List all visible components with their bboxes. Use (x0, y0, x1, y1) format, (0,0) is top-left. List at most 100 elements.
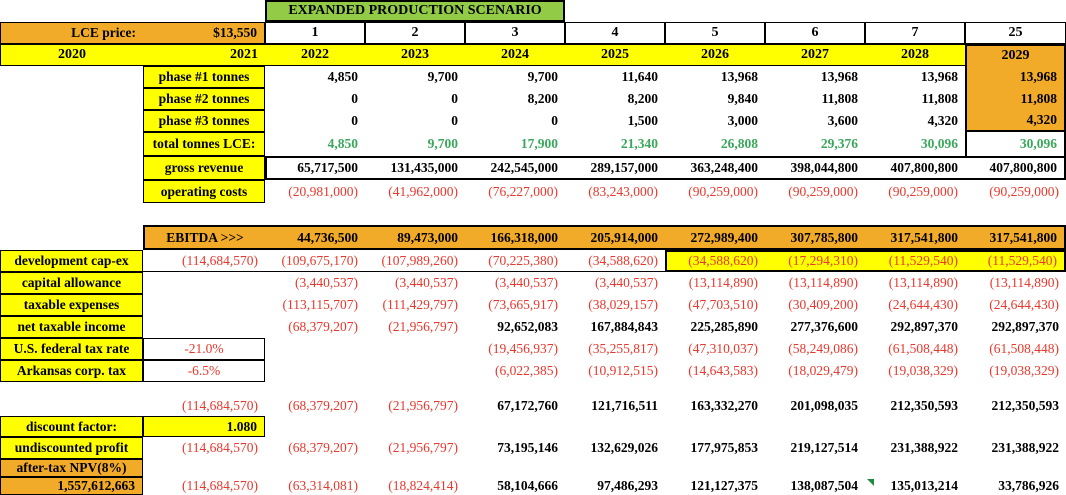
cell[interactable]: (90,259,000) (788, 183, 858, 199)
cell[interactable]: 219,127,514 (790, 440, 859, 455)
cell[interactable]: 92,652,083 (497, 319, 558, 334)
cell[interactable]: 8,200 (527, 91, 558, 106)
cell[interactable]: (10,912,515) (588, 363, 658, 378)
cell[interactable]: (34,588,620) (565, 250, 665, 272)
cell[interactable]: 11,808 (965, 88, 1066, 110)
row-label[interactable]: capital allowance (0, 272, 143, 294)
cell[interactable]: 317,541,800 (865, 225, 965, 250)
cell[interactable]: 138,087,504 (790, 478, 859, 493)
cell[interactable]: 11,808 (921, 91, 958, 106)
row-label[interactable]: phase #1 tonnes (143, 66, 265, 88)
cell[interactable]: (90,259,000) (989, 183, 1059, 199)
cell[interactable]: 4,320 (927, 113, 958, 128)
row-label[interactable]: Arkansas corp. tax (0, 360, 143, 382)
cell[interactable]: 4,320 (965, 110, 1066, 132)
cell[interactable]: 407,800,800 (865, 156, 965, 180)
cell[interactable]: (63,314,081) (288, 478, 358, 493)
cell[interactable]: 0 (351, 91, 358, 106)
cell[interactable]: 21,340 (620, 136, 658, 151)
cell[interactable]: (20,981,000) (288, 183, 358, 199)
cell[interactable]: (47,310,037) (688, 341, 758, 356)
row-label[interactable]: total tonnes LCE: (143, 132, 265, 156)
cell[interactable]: 25 (965, 22, 1066, 44)
row-label[interactable]: phase #3 tonnes (143, 110, 265, 132)
cell[interactable]: (21,956,797) (388, 397, 458, 413)
cell[interactable]: 317,541,800 (965, 225, 1066, 250)
cell[interactable]: 0 (351, 113, 358, 128)
cell[interactable]: 30,096 (920, 136, 958, 151)
cell[interactable]: 131,435,000 (365, 156, 465, 180)
cell[interactable]: 17,900 (520, 136, 558, 151)
cell[interactable]: 9,840 (727, 91, 758, 106)
cell[interactable]: 2 (365, 22, 465, 44)
cell-year[interactable]: 2024 (465, 44, 565, 66)
cell-tax-rate[interactable]: -21.0% (143, 338, 265, 360)
cell[interactable]: 3 (465, 22, 565, 44)
cell[interactable]: 26,808 (720, 136, 758, 151)
cell[interactable]: 289,157,000 (565, 156, 665, 180)
cell[interactable]: 4,850 (327, 136, 358, 151)
cell[interactable]: (11,529,540) (965, 250, 1066, 272)
row-label[interactable]: operating costs (143, 180, 265, 203)
cell[interactable]: (3,440,537) (495, 275, 558, 290)
cell[interactable]: (61,508,448) (888, 341, 958, 356)
cell[interactable]: (114,684,570) (182, 440, 258, 455)
cell[interactable]: 205,914,000 (565, 225, 665, 250)
cell[interactable]: 58,104,666 (497, 478, 558, 493)
cell[interactable]: 292,897,370 (991, 319, 1060, 334)
cell[interactable]: (35,255,817) (588, 341, 658, 356)
cell[interactable]: 242,545,000 (465, 156, 565, 180)
cell[interactable]: (107,989,260) (365, 250, 465, 272)
cell[interactable]: 9,700 (427, 136, 458, 151)
cell[interactable]: (113,115,707) (282, 297, 359, 312)
cell[interactable] (365, 338, 465, 360)
cell[interactable]: (13,114,890) (788, 275, 858, 290)
cell[interactable]: 73,195,146 (497, 440, 558, 455)
row-label[interactable]: phase #2 tonnes (143, 88, 265, 110)
cell[interactable]: 177,975,853 (690, 440, 759, 455)
cell-year[interactable]: 2027 (765, 44, 865, 66)
cell[interactable]: 135,013,214 (865, 477, 965, 495)
cell[interactable]: 3,000 (727, 113, 758, 128)
cell[interactable]: 44,736,500 (265, 225, 365, 250)
cell[interactable]: 225,285,890 (690, 319, 759, 334)
cell[interactable]: 292,897,370 (890, 319, 959, 334)
cell[interactable]: (13,114,890) (888, 275, 958, 290)
cell[interactable]: 0 (551, 113, 558, 128)
cell[interactable]: (13,114,890) (688, 275, 758, 290)
row-label[interactable]: undiscounted profit (0, 437, 143, 459)
row-label[interactable]: discount factor: (0, 416, 143, 437)
cell[interactable]: 67,172,760 (497, 397, 558, 413)
cell[interactable]: (19,038,329) (888, 363, 958, 378)
cell[interactable]: 33,786,926 (998, 478, 1059, 493)
row-label[interactable]: net taxable income (0, 316, 143, 338)
cell[interactable]: (83,243,000) (588, 183, 658, 199)
cell[interactable]: (3,440,537) (295, 275, 358, 290)
cell[interactable]: 65,717,500 (265, 156, 365, 180)
cell[interactable]: 166,318,000 (465, 225, 565, 250)
cell[interactable]: (6,022,385) (495, 363, 558, 378)
cell-year[interactable]: 2023 (365, 44, 465, 66)
cell[interactable]: (68,379,207) (288, 319, 358, 334)
cell[interactable]: (68,379,207) (288, 440, 358, 455)
cell[interactable]: 29,376 (820, 136, 858, 151)
cell[interactable]: 4,850 (327, 69, 358, 84)
cell[interactable]: (38,029,157) (588, 297, 658, 312)
cell[interactable]: 231,388,922 (890, 440, 959, 455)
cell[interactable]: 307,785,800 (765, 225, 865, 250)
cell-year[interactable]: 2022 (265, 44, 365, 66)
cell[interactable]: 407,800,800 (965, 156, 1066, 180)
cell[interactable]: 121,127,375 (690, 478, 759, 493)
cell-year[interactable]: 2026 (665, 44, 765, 66)
cell[interactable]: (114,684,570) (182, 478, 258, 493)
row-label[interactable]: U.S. federal tax rate (0, 338, 143, 360)
cell[interactable]: (114,684,570) (143, 250, 265, 272)
cell[interactable]: (68,379,207) (288, 397, 358, 413)
cell[interactable]: (24,644,430) (989, 297, 1059, 312)
cell[interactable]: (70,225,380) (465, 250, 565, 272)
cell[interactable]: (21,956,797) (388, 319, 458, 334)
cell[interactable]: 1 (265, 22, 365, 44)
cell-tax-rate[interactable]: -6.5% (143, 360, 265, 382)
cell[interactable]: 13,968 (720, 69, 758, 84)
cell[interactable]: (41,962,000) (388, 183, 458, 199)
